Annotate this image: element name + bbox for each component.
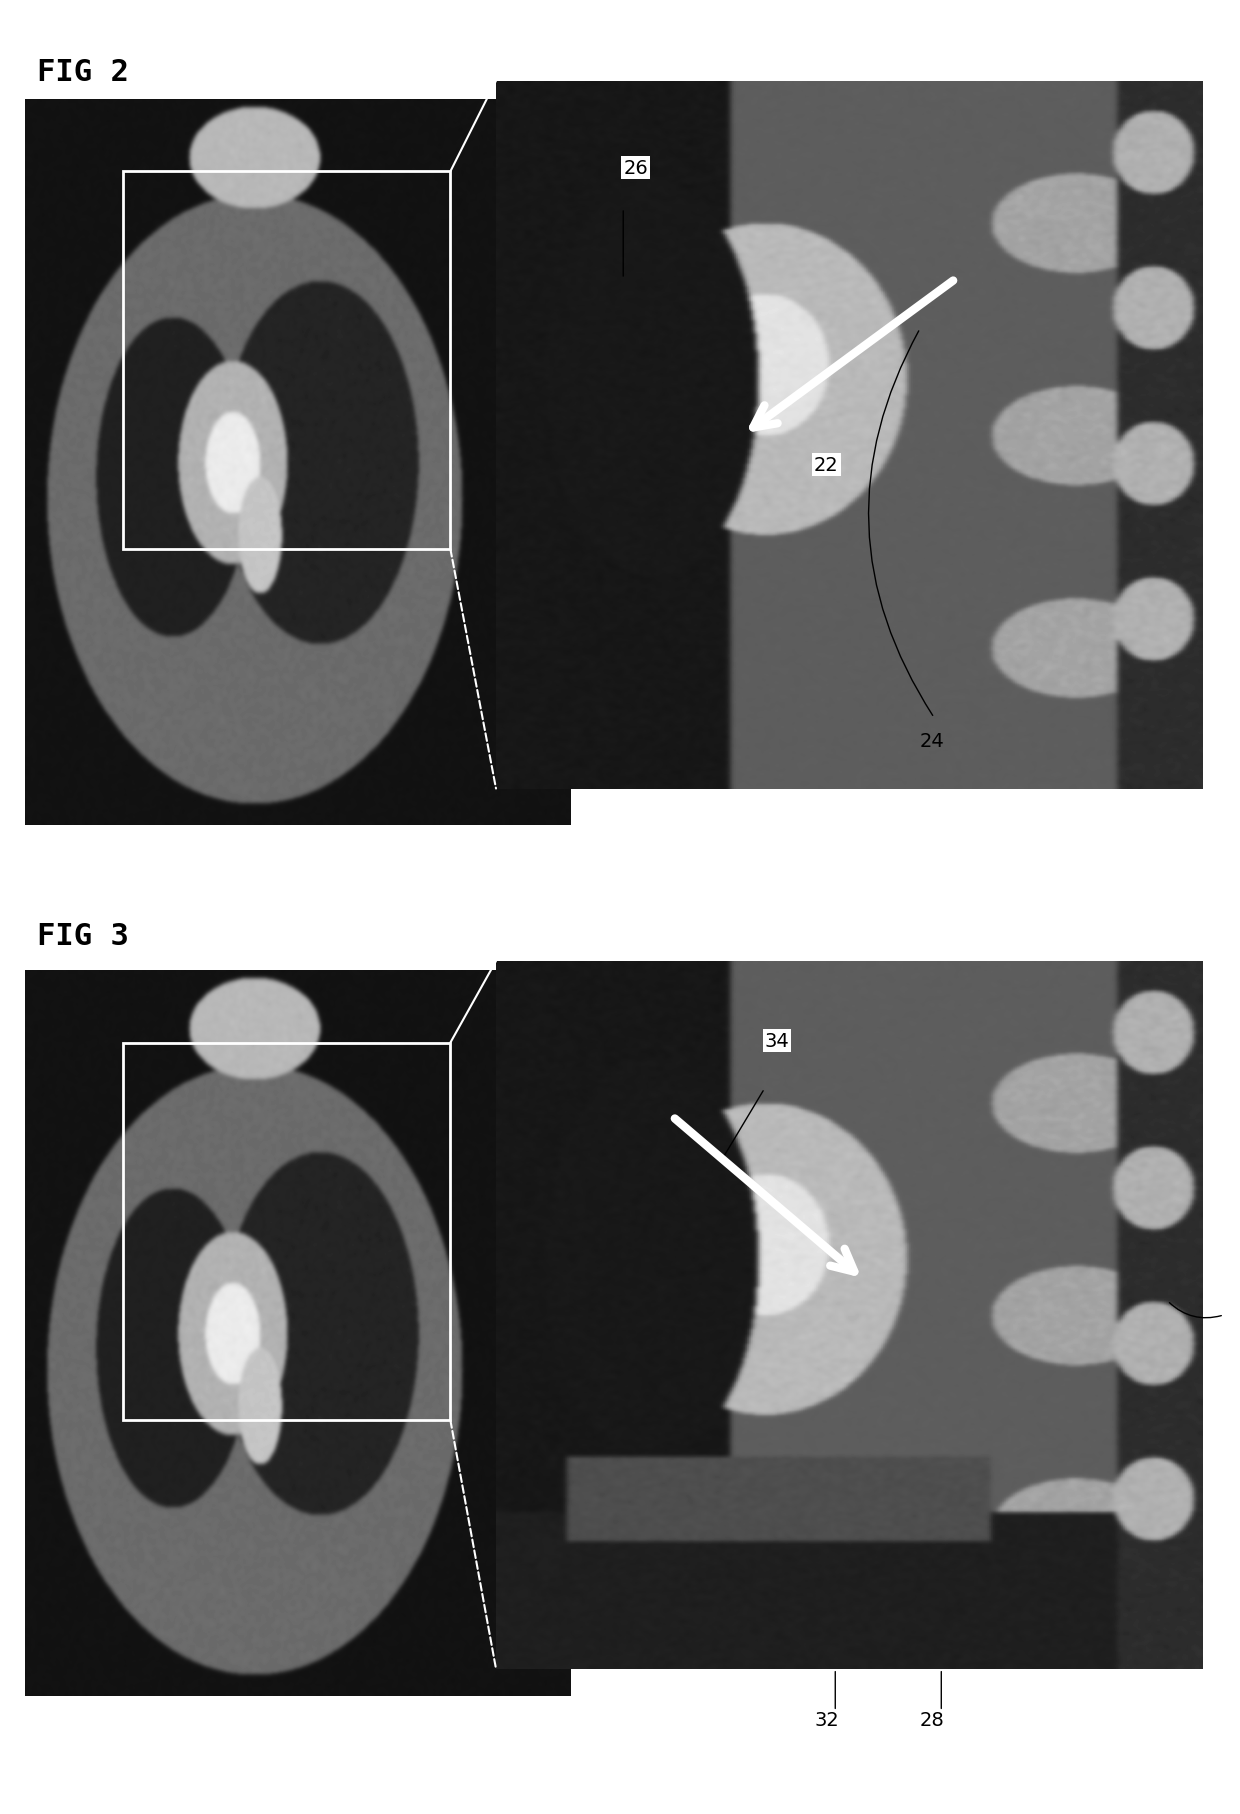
Bar <box>123 172 450 550</box>
Text: 26: 26 <box>624 158 649 178</box>
Bar <box>123 1043 450 1420</box>
Text: 22: 22 <box>813 455 838 475</box>
Text: FIG 2: FIG 2 <box>37 58 129 87</box>
Text: 24: 24 <box>920 731 945 751</box>
Text: 30: 30 <box>1238 1301 1240 1319</box>
Text: 34: 34 <box>765 1032 790 1050</box>
Text: FIG 3: FIG 3 <box>37 922 129 951</box>
Text: 28: 28 <box>920 1711 945 1729</box>
Text: 32: 32 <box>813 1711 838 1729</box>
